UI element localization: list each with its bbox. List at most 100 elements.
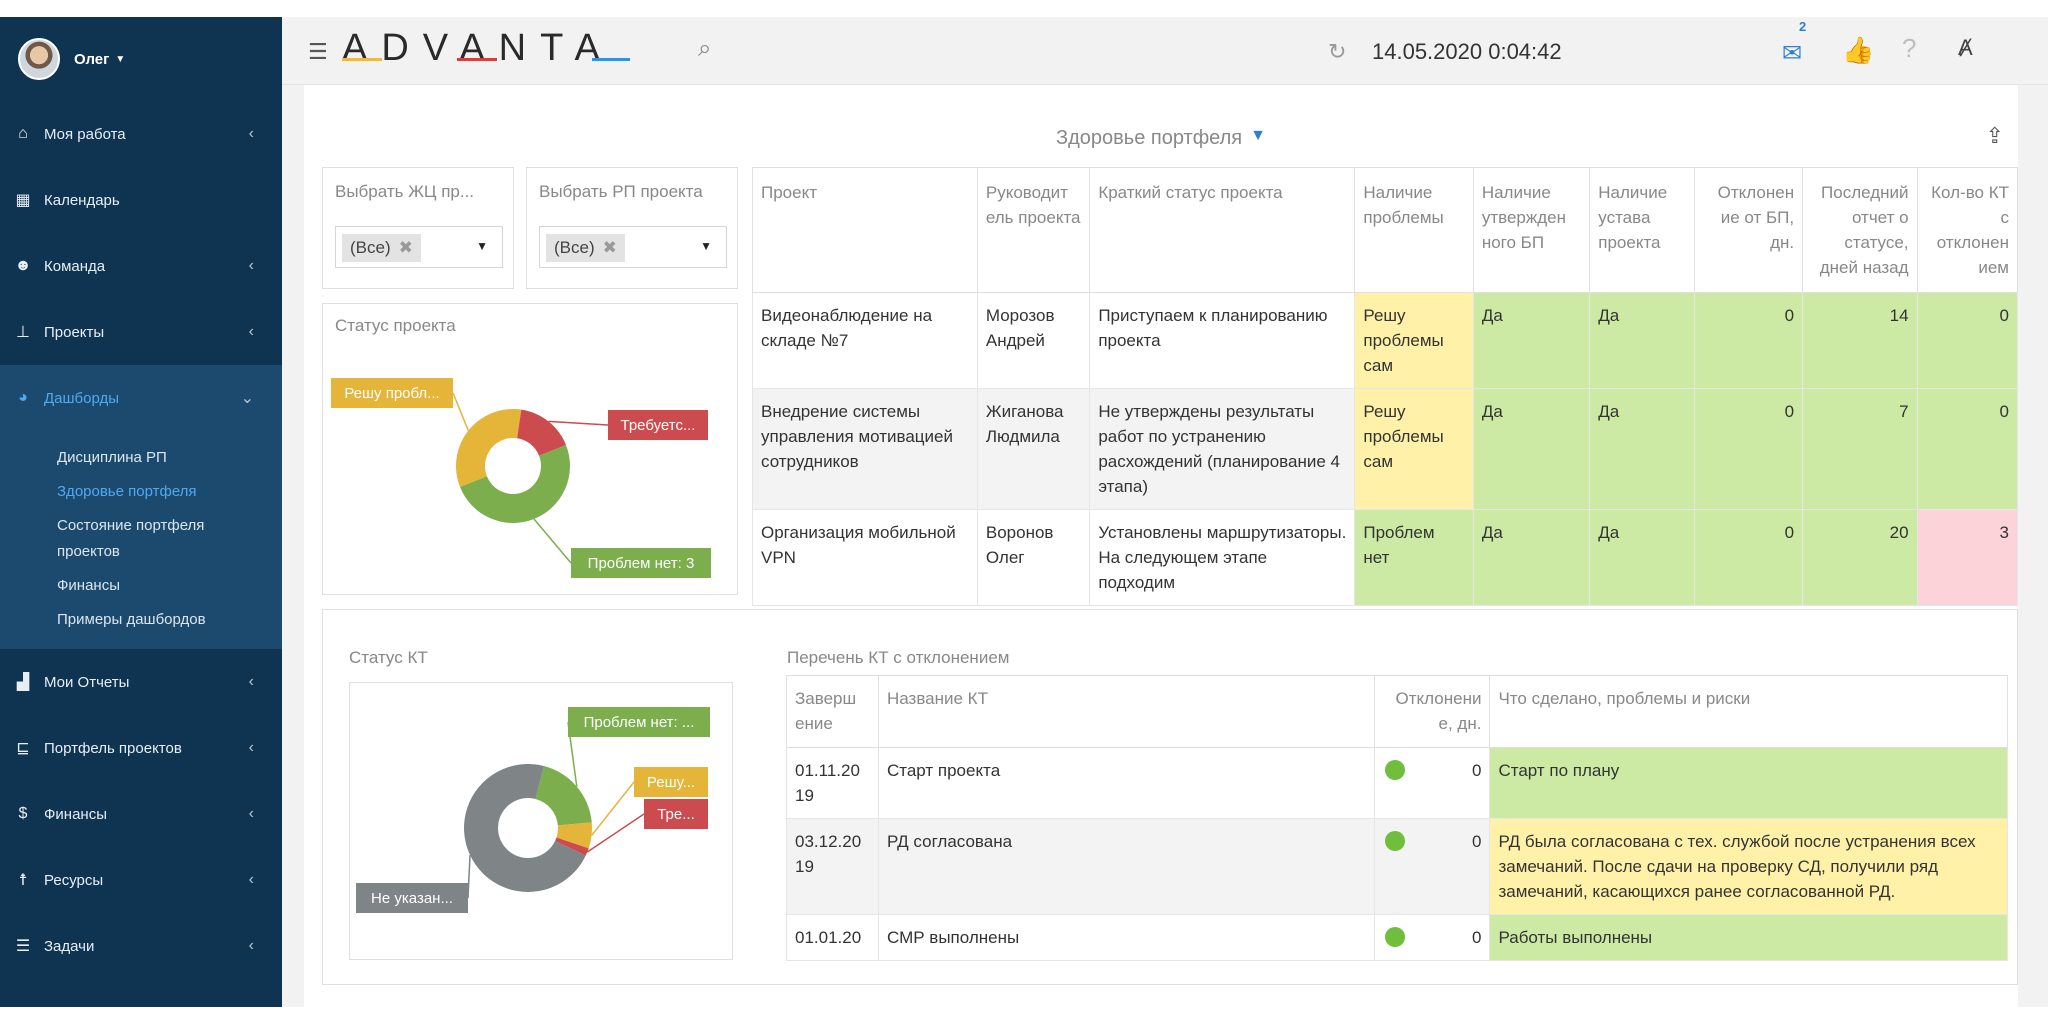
table-row[interactable]: Организация мобильной VPN Воронов Олег У…: [752, 509, 2019, 606]
app-window: Олег ▼ ⌂ Моя работа ‹ ▦ Календарь ☻ Кома…: [0, 17, 2048, 1007]
col-header[interactable]: Название КТ: [877, 675, 1375, 748]
col-header[interactable]: Наличие проблемы: [1354, 167, 1474, 293]
cell-problem: Решу проблемы сам: [1354, 388, 1474, 510]
donut-slice[interactable]: [535, 766, 592, 826]
donut-label-box: [608, 410, 708, 440]
chip-text: (Все): [350, 238, 391, 257]
table-row[interactable]: 01.01.20 СМР выполнены 0 Работы выполнен…: [786, 914, 2008, 961]
col-header[interactable]: Руководит ель проекта: [976, 167, 1091, 293]
sidebar-item-projects[interactable]: ⊥ Проекты ‹: [0, 299, 282, 365]
dropdown-arrow-icon[interactable]: ▼: [476, 239, 488, 253]
remove-icon[interactable]: ✖: [602, 238, 617, 257]
col-header[interactable]: Проект: [752, 167, 978, 293]
sidebar-item-label: Задачи: [44, 937, 95, 955]
cell-kt-name[interactable]: РД согласована: [877, 818, 1375, 915]
resources-icon: ☨: [18, 872, 28, 889]
filter-lifecycle-select[interactable]: (Все) ✖ ▼: [335, 226, 503, 268]
donut-label-text: Не указан...: [371, 890, 453, 907]
submenu-item-portfolio-state[interactable]: Состояние портфеля проектов: [57, 517, 205, 560]
donut-slice[interactable]: [456, 409, 522, 487]
cell-problem: Решу проблемы сам: [1354, 292, 1474, 389]
thumbs-up-icon[interactable]: 👍: [1842, 35, 1875, 65]
cell-bp: Да: [1472, 292, 1591, 389]
export-icon[interactable]: ⇪: [1985, 123, 2004, 148]
refresh-icon[interactable]: ↻: [1328, 39, 1347, 64]
cell-project[interactable]: Внедрение системы управления мотивацией …: [752, 388, 978, 510]
search-icon[interactable]: ⌕: [698, 35, 712, 62]
cell-project[interactable]: Видеонаблюдение на складе №7: [752, 292, 978, 389]
deviation-value: 0: [1472, 928, 1482, 947]
avatar[interactable]: [18, 38, 60, 80]
table-row[interactable]: Внедрение системы управления мотивацией …: [752, 388, 2019, 510]
col-header[interactable]: Заверш ение: [786, 675, 879, 748]
cell-end-date: 03.12.20 19: [786, 818, 879, 915]
help-icon[interactable]: ?: [1902, 33, 1917, 63]
label-leader-line: [533, 518, 572, 564]
kt-table: Заверш ение Название КТ Отклонени е, дн.…: [786, 675, 2008, 961]
dollar-icon: $: [18, 805, 28, 822]
topbar: ☰ ADVANTA ⌕ ↻ 14.05.2020 0:04:42 2 ✉ 👍 ?…: [282, 17, 2048, 85]
cell-end-date: 01.11.20 19: [786, 747, 879, 819]
filter-pm-select[interactable]: (Все) ✖ ▼: [539, 226, 727, 268]
remove-icon[interactable]: ✖: [398, 238, 413, 257]
user-menu[interactable]: Олег ▼: [0, 17, 282, 101]
filter-lifecycle-card: Выбрать ЖЦ пр... (Все) ✖ ▼: [322, 167, 514, 289]
donut-slice[interactable]: [460, 445, 570, 523]
donut-label-box: [356, 883, 468, 913]
donut-slice[interactable]: [556, 822, 592, 849]
donut-slice[interactable]: [517, 409, 566, 456]
cell-notes: Старт по плану: [1489, 747, 2008, 819]
submenu-item-discipline[interactable]: Дисциплина РП: [57, 449, 167, 466]
mail-icon[interactable]: ✉: [1782, 40, 1803, 67]
col-header[interactable]: Отклонен ие от БП, дн.: [1693, 167, 1804, 293]
cell-charter: Да: [1589, 509, 1695, 606]
submenu-item-portfolio-health[interactable]: Здоровье портфеля: [57, 483, 197, 500]
sidebar-item-portfolio[interactable]: ⊑ Портфель проектов ‹: [0, 715, 282, 781]
col-header[interactable]: Краткий статус проекта: [1089, 167, 1356, 293]
col-header[interactable]: Кол-во КТ с отклонен ием: [1916, 167, 2019, 293]
cell-manager: Воронов Олег: [976, 509, 1091, 606]
col-header[interactable]: Наличие устава проекта: [1589, 167, 1695, 293]
sidebar-item-resources[interactable]: ☨ Ресурсы ‹: [0, 847, 282, 913]
status-dot-green: [1384, 760, 1405, 780]
projects-table: Проект Руководит ель проекта Краткий ста…: [752, 167, 2019, 606]
cell-kt-count: 3: [1916, 509, 2019, 606]
filter-icon[interactable]: ▼: [1250, 127, 1266, 144]
table-row[interactable]: 03.12.20 19 РД согласована 0 РД была сог…: [786, 818, 2008, 915]
donut-slice[interactable]: [464, 764, 586, 892]
sidebar-item-label: Портфель проектов: [44, 739, 182, 757]
label-leader-line: [590, 781, 635, 836]
sidebar-item-label: Моя работа: [44, 125, 126, 143]
table-row[interactable]: 01.11.20 19 Старт проекта 0 Старт по пла…: [786, 747, 2008, 819]
col-header[interactable]: Последний отчет о статусе, дней назад: [1802, 167, 1918, 293]
col-header[interactable]: Отклонени е, дн.: [1373, 675, 1491, 748]
sidebar-item-my-work[interactable]: ⌂ Моя работа ‹: [0, 101, 282, 167]
cell-kt-name[interactable]: СМР выполнены: [877, 914, 1375, 961]
sidebar-item-team[interactable]: ☻ Команда ‹: [0, 233, 282, 299]
menu-toggle-icon[interactable]: ☰: [308, 39, 328, 64]
project-status-donut: Решу пробл... Требуетс... Проблем нет: 3: [331, 378, 711, 578]
home-icon: ⌂: [18, 125, 28, 142]
sidebar-item-my-reports[interactable]: ▟ Мои Отчеты ‹: [0, 649, 282, 715]
col-header[interactable]: Наличие утвержден ного БП: [1472, 167, 1591, 293]
submenu-item-finance[interactable]: Финансы: [57, 577, 120, 594]
sidebar-item-finance[interactable]: $ Финансы ‹: [0, 781, 282, 847]
sidebar: Олег ▼ ⌂ Моя работа ‹ ▦ Календарь ☻ Кома…: [0, 17, 282, 1007]
cell-project[interactable]: Организация мобильной VPN: [752, 509, 978, 606]
sidebar-item-dashboards[interactable]: ◕ Дашборды ⌄: [0, 365, 282, 431]
col-header[interactable]: Что сделано, проблемы и риски: [1489, 675, 2008, 748]
submenu-item-examples[interactable]: Примеры дашбордов: [57, 611, 206, 628]
kt-table-header: Заверш ение Название КТ Отклонени е, дн.…: [786, 675, 2008, 748]
sidebar-item-calendar[interactable]: ▦ Календарь: [0, 167, 282, 233]
logo[interactable]: ADVANTA: [342, 27, 614, 69]
cell-kt-name[interactable]: Старт проекта: [877, 747, 1375, 819]
account-icon[interactable]: Ⱥ: [1958, 35, 1973, 60]
cell-deviation: 0: [1693, 388, 1804, 510]
dropdown-arrow-icon[interactable]: ▼: [700, 239, 712, 253]
cell-manager: Жиганова Людмила: [976, 388, 1091, 510]
table-row[interactable]: Видеонаблюдение на складе №7 Морозов Анд…: [752, 292, 2019, 389]
filter-lifecycle-chip: (Все) ✖: [342, 234, 421, 262]
label-leader-line: [548, 420, 609, 426]
sidebar-item-tasks[interactable]: ☰ Задачи ‹: [0, 913, 282, 979]
donut-slice[interactable]: [555, 837, 589, 856]
